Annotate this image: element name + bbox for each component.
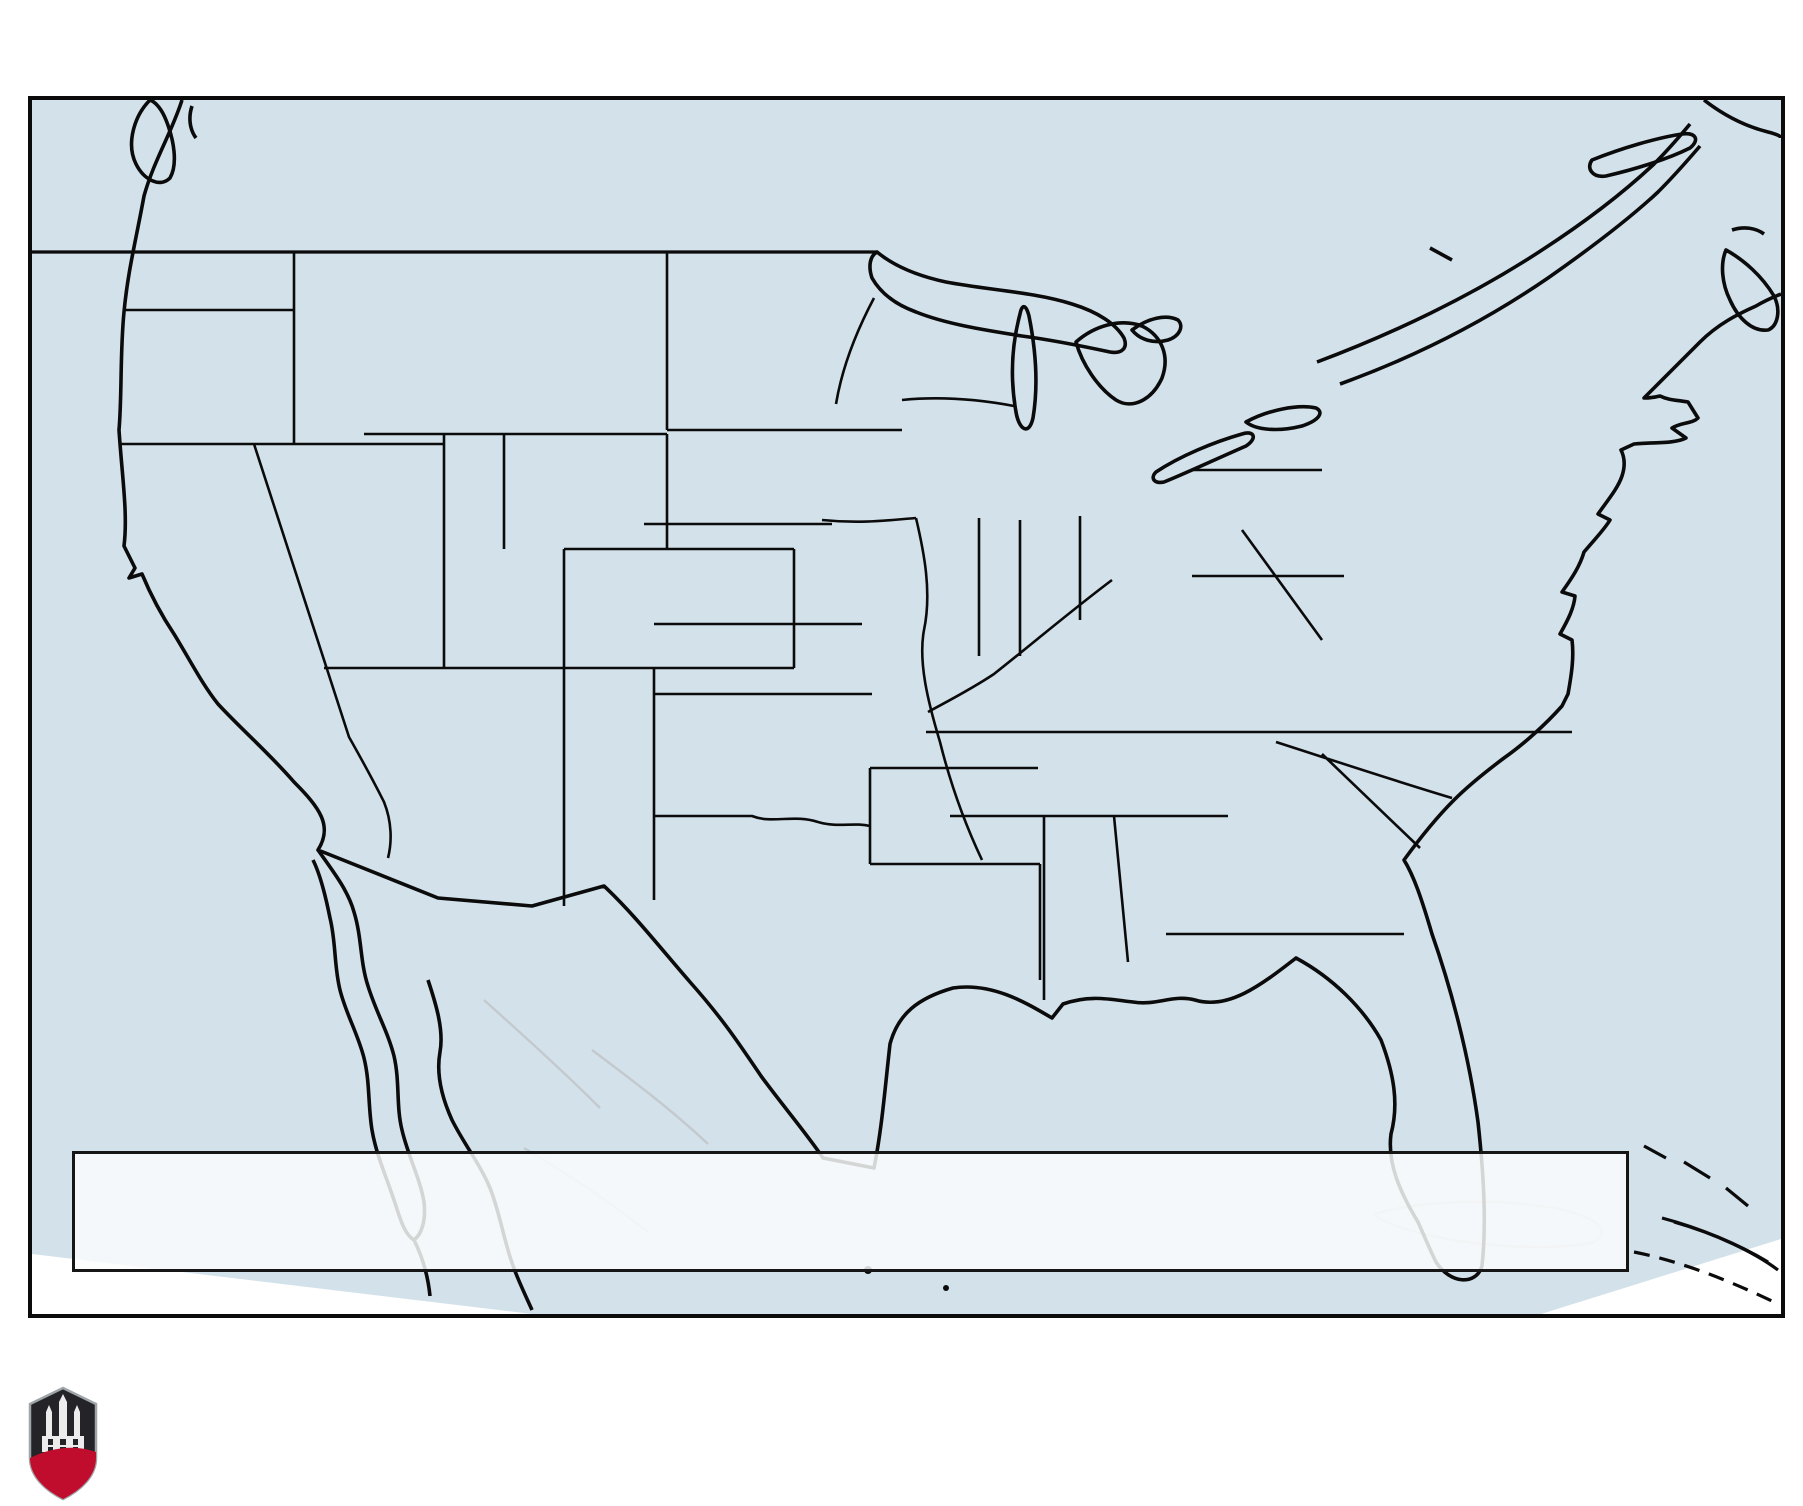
niu-red-band [30,1447,96,1499]
map-panel [28,96,1785,1318]
colorbar [0,1304,1803,1360]
map-outlines [32,100,1781,1311]
info-box [72,1151,1629,1272]
state-border-lines [120,252,1572,1000]
coastlines [117,100,1781,1311]
caribbean-coastlines [1633,1144,1779,1304]
niu-logo [28,1386,98,1501]
